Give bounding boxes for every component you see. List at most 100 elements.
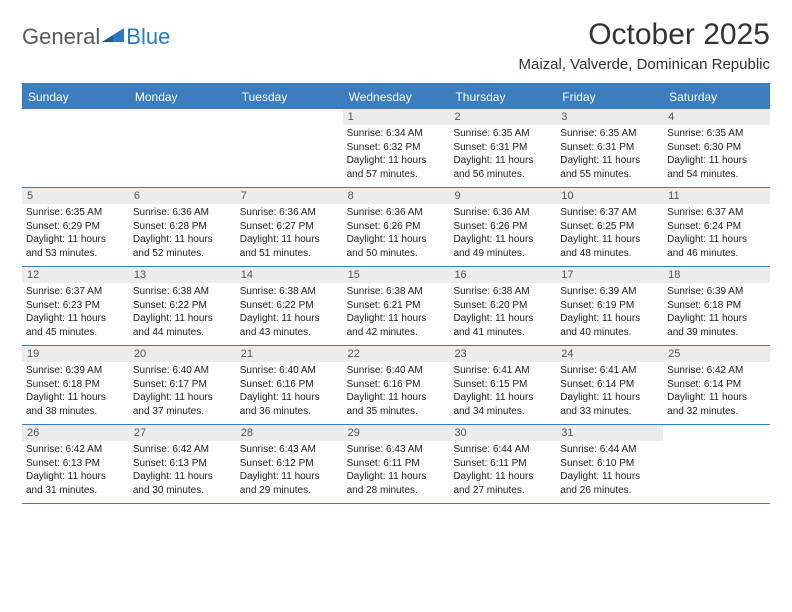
day-cell: 14Sunrise: 6:38 AMSunset: 6:22 PMDayligh…	[236, 267, 343, 345]
sunrise-line: Sunrise: 6:40 AM	[240, 364, 339, 378]
page-title: October 2025	[519, 18, 771, 52]
sunrise-line: Sunrise: 6:38 AM	[133, 285, 232, 299]
daylight-line: Daylight: 11 hours and 26 minutes.	[560, 470, 659, 497]
sunset-line: Sunset: 6:16 PM	[240, 378, 339, 392]
day-number: 1	[343, 109, 450, 125]
daylight-line: Daylight: 11 hours and 34 minutes.	[453, 391, 552, 418]
day-cell	[663, 425, 770, 503]
day-body	[22, 125, 129, 133]
sunset-line: Sunset: 6:11 PM	[453, 457, 552, 471]
title-block: October 2025 Maizal, Valverde, Dominican…	[519, 18, 771, 73]
day-cell: 23Sunrise: 6:41 AMSunset: 6:15 PMDayligh…	[449, 346, 556, 424]
daylight-line: Daylight: 11 hours and 30 minutes.	[133, 470, 232, 497]
sunrise-line: Sunrise: 6:40 AM	[133, 364, 232, 378]
day-cell	[236, 109, 343, 187]
day-body: Sunrise: 6:39 AMSunset: 6:19 PMDaylight:…	[556, 283, 663, 345]
sunset-line: Sunset: 6:30 PM	[667, 141, 766, 155]
daylight-line: Daylight: 11 hours and 36 minutes.	[240, 391, 339, 418]
daylight-line: Daylight: 11 hours and 56 minutes.	[453, 154, 552, 181]
sunset-line: Sunset: 6:29 PM	[26, 220, 125, 234]
daylight-line: Daylight: 11 hours and 40 minutes.	[560, 312, 659, 339]
day-number	[236, 109, 343, 125]
sunset-line: Sunset: 6:28 PM	[133, 220, 232, 234]
sunset-line: Sunset: 6:25 PM	[560, 220, 659, 234]
day-cell: 27Sunrise: 6:42 AMSunset: 6:13 PMDayligh…	[129, 425, 236, 503]
calendar-page: General Blue October 2025 Maizal, Valver…	[0, 0, 792, 514]
day-body: Sunrise: 6:43 AMSunset: 6:11 PMDaylight:…	[343, 441, 450, 503]
sunrise-line: Sunrise: 6:39 AM	[560, 285, 659, 299]
day-number: 30	[449, 425, 556, 441]
daylight-line: Daylight: 11 hours and 31 minutes.	[26, 470, 125, 497]
week-row: 1Sunrise: 6:34 AMSunset: 6:32 PMDaylight…	[22, 109, 770, 188]
sunrise-line: Sunrise: 6:38 AM	[240, 285, 339, 299]
day-number: 5	[22, 188, 129, 204]
daylight-line: Daylight: 11 hours and 38 minutes.	[26, 391, 125, 418]
sunset-line: Sunset: 6:31 PM	[453, 141, 552, 155]
sunset-line: Sunset: 6:26 PM	[453, 220, 552, 234]
day-cell: 6Sunrise: 6:36 AMSunset: 6:28 PMDaylight…	[129, 188, 236, 266]
week-row: 26Sunrise: 6:42 AMSunset: 6:13 PMDayligh…	[22, 425, 770, 504]
day-cell	[22, 109, 129, 187]
day-cell: 31Sunrise: 6:44 AMSunset: 6:10 PMDayligh…	[556, 425, 663, 503]
sunset-line: Sunset: 6:20 PM	[453, 299, 552, 313]
day-body: Sunrise: 6:35 AMSunset: 6:31 PMDaylight:…	[556, 125, 663, 187]
day-body: Sunrise: 6:37 AMSunset: 6:24 PMDaylight:…	[663, 204, 770, 266]
sunset-line: Sunset: 6:27 PM	[240, 220, 339, 234]
day-cell: 2Sunrise: 6:35 AMSunset: 6:31 PMDaylight…	[449, 109, 556, 187]
daylight-line: Daylight: 11 hours and 42 minutes.	[347, 312, 446, 339]
day-body	[236, 125, 343, 133]
sunset-line: Sunset: 6:31 PM	[560, 141, 659, 155]
day-body: Sunrise: 6:40 AMSunset: 6:16 PMDaylight:…	[343, 362, 450, 424]
sunrise-line: Sunrise: 6:44 AM	[453, 443, 552, 457]
daylight-line: Daylight: 11 hours and 46 minutes.	[667, 233, 766, 260]
day-number: 15	[343, 267, 450, 283]
daylight-line: Daylight: 11 hours and 39 minutes.	[667, 312, 766, 339]
day-cell: 5Sunrise: 6:35 AMSunset: 6:29 PMDaylight…	[22, 188, 129, 266]
daylight-line: Daylight: 11 hours and 35 minutes.	[347, 391, 446, 418]
day-body: Sunrise: 6:36 AMSunset: 6:27 PMDaylight:…	[236, 204, 343, 266]
daylight-line: Daylight: 11 hours and 49 minutes.	[453, 233, 552, 260]
day-cell: 24Sunrise: 6:41 AMSunset: 6:14 PMDayligh…	[556, 346, 663, 424]
sunset-line: Sunset: 6:13 PM	[133, 457, 232, 471]
sunset-line: Sunset: 6:18 PM	[26, 378, 125, 392]
sunrise-line: Sunrise: 6:36 AM	[133, 206, 232, 220]
daylight-line: Daylight: 11 hours and 28 minutes.	[347, 470, 446, 497]
day-body: Sunrise: 6:41 AMSunset: 6:14 PMDaylight:…	[556, 362, 663, 424]
sunset-line: Sunset: 6:10 PM	[560, 457, 659, 471]
sunset-line: Sunset: 6:12 PM	[240, 457, 339, 471]
day-number: 19	[22, 346, 129, 362]
day-cell: 17Sunrise: 6:39 AMSunset: 6:19 PMDayligh…	[556, 267, 663, 345]
day-body: Sunrise: 6:37 AMSunset: 6:25 PMDaylight:…	[556, 204, 663, 266]
day-cell: 30Sunrise: 6:44 AMSunset: 6:11 PMDayligh…	[449, 425, 556, 503]
day-cell: 21Sunrise: 6:40 AMSunset: 6:16 PMDayligh…	[236, 346, 343, 424]
day-number: 7	[236, 188, 343, 204]
daylight-line: Daylight: 11 hours and 54 minutes.	[667, 154, 766, 181]
sunrise-line: Sunrise: 6:35 AM	[560, 127, 659, 141]
day-body: Sunrise: 6:35 AMSunset: 6:31 PMDaylight:…	[449, 125, 556, 187]
day-number: 28	[236, 425, 343, 441]
sunset-line: Sunset: 6:21 PM	[347, 299, 446, 313]
dow-cell: Thursday	[449, 85, 556, 109]
day-number: 25	[663, 346, 770, 362]
sunrise-line: Sunrise: 6:36 AM	[240, 206, 339, 220]
page-subtitle: Maizal, Valverde, Dominican Republic	[519, 56, 771, 73]
sunrise-line: Sunrise: 6:41 AM	[453, 364, 552, 378]
sunset-line: Sunset: 6:11 PM	[347, 457, 446, 471]
day-body: Sunrise: 6:39 AMSunset: 6:18 PMDaylight:…	[22, 362, 129, 424]
day-number: 22	[343, 346, 450, 362]
day-cell: 26Sunrise: 6:42 AMSunset: 6:13 PMDayligh…	[22, 425, 129, 503]
daylight-line: Daylight: 11 hours and 44 minutes.	[133, 312, 232, 339]
calendar-grid: SundayMondayTuesdayWednesdayThursdayFrid…	[22, 83, 770, 504]
sunset-line: Sunset: 6:19 PM	[560, 299, 659, 313]
sunrise-line: Sunrise: 6:37 AM	[560, 206, 659, 220]
daylight-line: Daylight: 11 hours and 45 minutes.	[26, 312, 125, 339]
sunset-line: Sunset: 6:14 PM	[560, 378, 659, 392]
sunset-line: Sunset: 6:18 PM	[667, 299, 766, 313]
sunrise-line: Sunrise: 6:40 AM	[347, 364, 446, 378]
day-number	[663, 425, 770, 441]
day-body: Sunrise: 6:42 AMSunset: 6:13 PMDaylight:…	[22, 441, 129, 503]
daylight-line: Daylight: 11 hours and 32 minutes.	[667, 391, 766, 418]
day-number: 27	[129, 425, 236, 441]
sunset-line: Sunset: 6:16 PM	[347, 378, 446, 392]
day-cell: 4Sunrise: 6:35 AMSunset: 6:30 PMDaylight…	[663, 109, 770, 187]
